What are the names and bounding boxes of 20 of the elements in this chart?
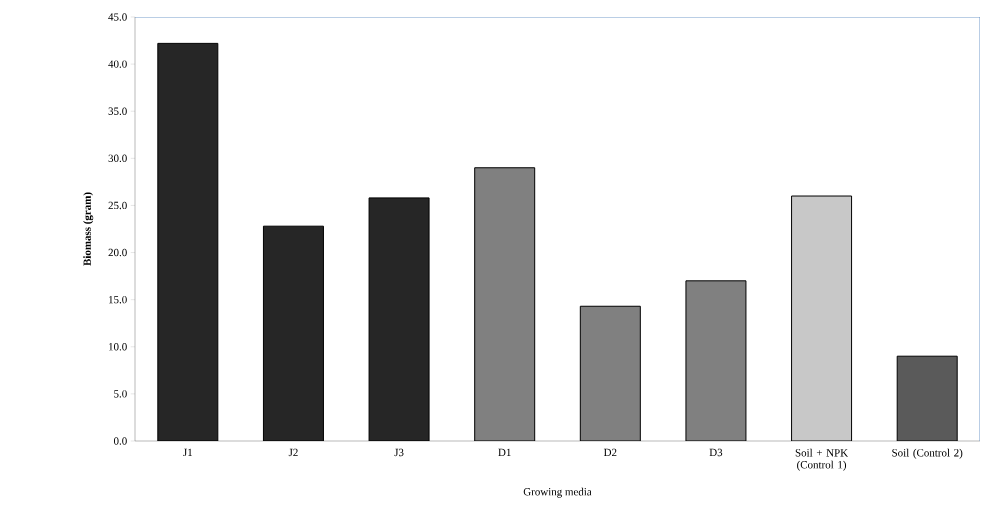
x-tick-label: D1: [498, 448, 511, 457]
y-tick-label: 15.0: [109, 295, 127, 304]
y-tick-label: 45.0: [108, 13, 127, 21]
y-tick-label: 20.0: [108, 248, 127, 257]
x-tick-label: J3: [394, 448, 404, 457]
x-tick-label: J2: [288, 448, 298, 457]
y-tick-label: 40.0: [108, 60, 127, 68]
x-axis-title: Growing media: [523, 487, 592, 498]
y-tick-label: 35.0: [108, 107, 127, 115]
y-tick-label: 30.0: [108, 154, 127, 163]
y-tick-label: 5.0: [114, 390, 127, 398]
y-tick-label: 25.0: [108, 201, 127, 210]
x-tick-label: D3: [709, 448, 723, 457]
x-tick-label: J1: [183, 448, 193, 457]
y-tick-label: 10.0: [109, 343, 127, 351]
x-tick-label: Soil + NPK (Control 1): [795, 448, 848, 471]
x-tick-label: D2: [603, 448, 617, 457]
y-tick-label: 0.0: [113, 437, 127, 445]
y-axis-title: Biomass (gram): [83, 192, 94, 266]
x-tick-label: Soil (Control 2): [892, 448, 963, 459]
